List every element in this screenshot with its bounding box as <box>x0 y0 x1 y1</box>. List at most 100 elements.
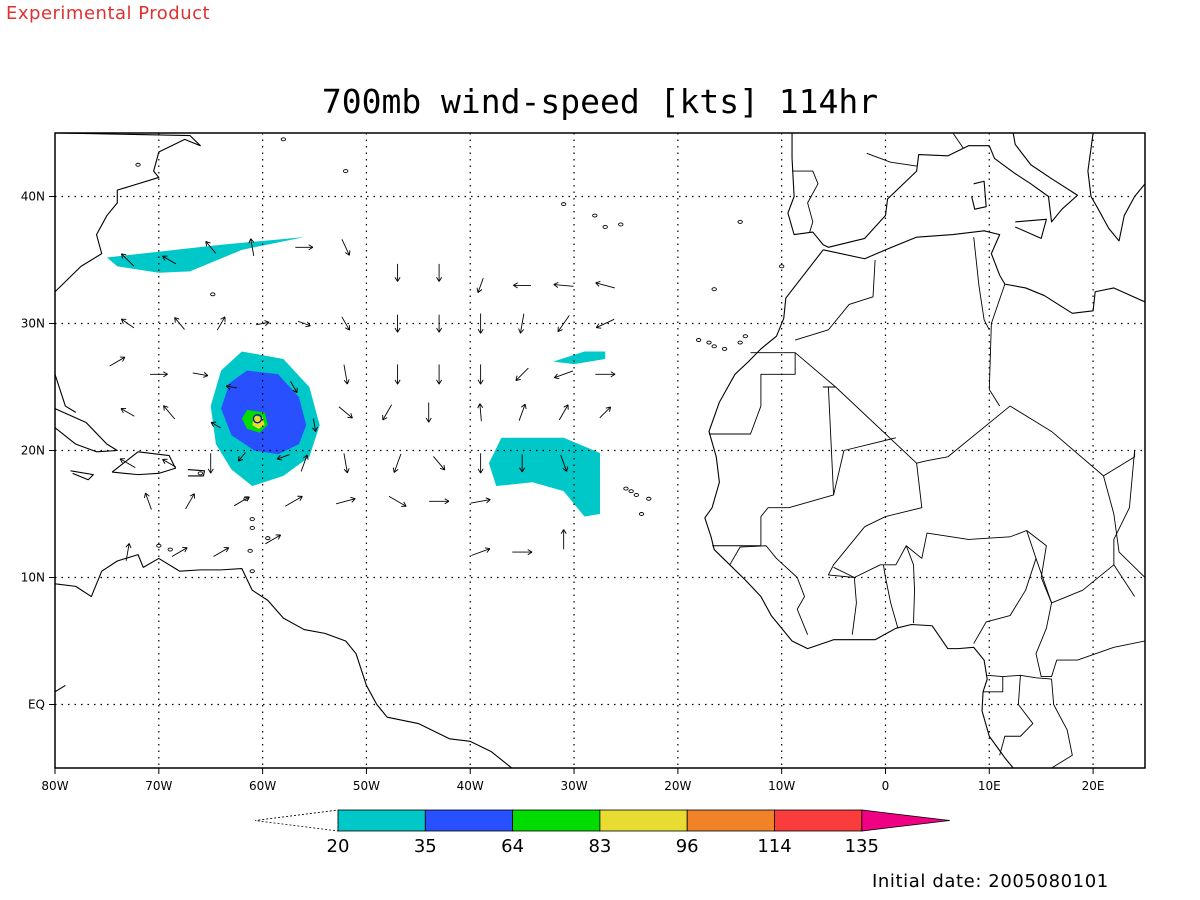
coastline <box>111 451 176 476</box>
island <box>247 548 253 553</box>
coastline <box>823 230 1145 314</box>
wind-vector <box>119 458 136 468</box>
wind-vector <box>436 314 443 333</box>
colorbar-segment <box>512 809 601 832</box>
colorbar-level-label: 83 <box>588 836 611 857</box>
country-border <box>866 152 917 167</box>
country-border <box>999 675 1034 756</box>
lon-tick-label: 50W <box>353 779 380 793</box>
experimental-product-label: Experimental Product <box>6 3 211 24</box>
lon-tick-label: 30W <box>560 779 587 793</box>
wind-vector <box>162 458 177 468</box>
wind-vectors <box>109 238 616 561</box>
country-border <box>952 133 964 149</box>
country-border <box>987 674 1073 768</box>
east-atlantic-20kt <box>488 437 600 517</box>
coastline <box>55 684 66 730</box>
coastline <box>55 554 513 768</box>
island <box>711 344 717 349</box>
colorbar-level-label: 96 <box>676 836 699 857</box>
wind-vector <box>595 281 615 289</box>
lon-tick-label: 0 <box>882 779 890 793</box>
country-border <box>921 530 1037 644</box>
island <box>706 340 712 345</box>
colorbar-level-label: 35 <box>414 836 437 857</box>
wind-vector <box>300 454 309 472</box>
wind-vector <box>256 320 270 326</box>
island <box>135 162 141 167</box>
wind-vector <box>476 278 484 293</box>
wind-vector <box>237 452 246 462</box>
storm-center-marker <box>252 414 263 424</box>
wind-vector <box>341 316 351 331</box>
island <box>249 517 255 522</box>
country-border <box>760 437 896 517</box>
wind-vector <box>515 367 529 381</box>
wind-vector <box>205 240 217 254</box>
wind-vector <box>553 281 574 288</box>
wind-vector <box>425 402 432 423</box>
small-patch-20kt <box>553 351 606 365</box>
wind-vector <box>312 418 318 432</box>
wind-vector <box>470 497 491 504</box>
country-border <box>712 516 762 547</box>
wind-vector <box>429 498 450 505</box>
country-border <box>905 545 915 624</box>
lon-tick-label: 20W <box>664 779 691 793</box>
wind-vector <box>295 244 314 251</box>
country-border <box>795 259 876 341</box>
wind-vector <box>394 314 401 333</box>
colorbar-segment <box>686 809 775 832</box>
wind-vector <box>248 238 255 257</box>
island <box>249 526 255 530</box>
island <box>633 493 639 497</box>
colorbar-legend: 20 35 64 83 96 114 135 <box>254 809 950 857</box>
wind-vector <box>382 404 392 421</box>
country-border <box>1113 450 1136 565</box>
country-border <box>988 283 1006 407</box>
wind-vector <box>558 404 569 421</box>
country-border <box>794 352 1136 477</box>
wind-vector <box>477 403 484 422</box>
wind-vector <box>436 364 443 385</box>
country-border <box>833 566 857 635</box>
coastline <box>787 133 1079 248</box>
colorbar-segment <box>424 809 513 832</box>
island <box>265 536 271 541</box>
country-border <box>1103 475 1145 578</box>
wind-vector <box>162 255 177 265</box>
island <box>197 471 203 476</box>
wind-vector <box>276 454 290 461</box>
coastlines <box>55 133 1145 768</box>
country-border <box>1026 530 1135 604</box>
colorbar-under-arrow <box>254 809 339 832</box>
island <box>156 543 162 548</box>
wind-vector <box>394 364 401 385</box>
wind-vector <box>120 408 135 417</box>
coastline <box>55 133 201 293</box>
wind-vector <box>210 421 221 429</box>
wind-vector <box>225 383 237 390</box>
wind-vector <box>335 496 356 505</box>
wind-vector <box>174 317 185 330</box>
country-border <box>827 463 923 578</box>
lon-tick-label: 40W <box>457 779 484 793</box>
wind-vector <box>207 453 214 474</box>
wind-vector <box>512 549 533 556</box>
graticule-grid <box>55 133 1145 768</box>
wind-vector <box>519 454 526 473</box>
lat-tick-label: 40N <box>21 190 45 204</box>
coastline <box>187 469 206 477</box>
wind-vector <box>185 493 195 510</box>
wind-vector <box>557 315 570 333</box>
country-border <box>822 386 836 495</box>
wind-vector <box>433 456 446 471</box>
wind-vector <box>388 495 407 507</box>
lon-tick-label: 10E <box>978 779 1001 793</box>
wind-vector <box>234 496 250 507</box>
wind-vector <box>560 454 569 472</box>
wind-vector <box>477 453 484 474</box>
wind-vector <box>513 282 531 289</box>
island <box>638 512 645 516</box>
